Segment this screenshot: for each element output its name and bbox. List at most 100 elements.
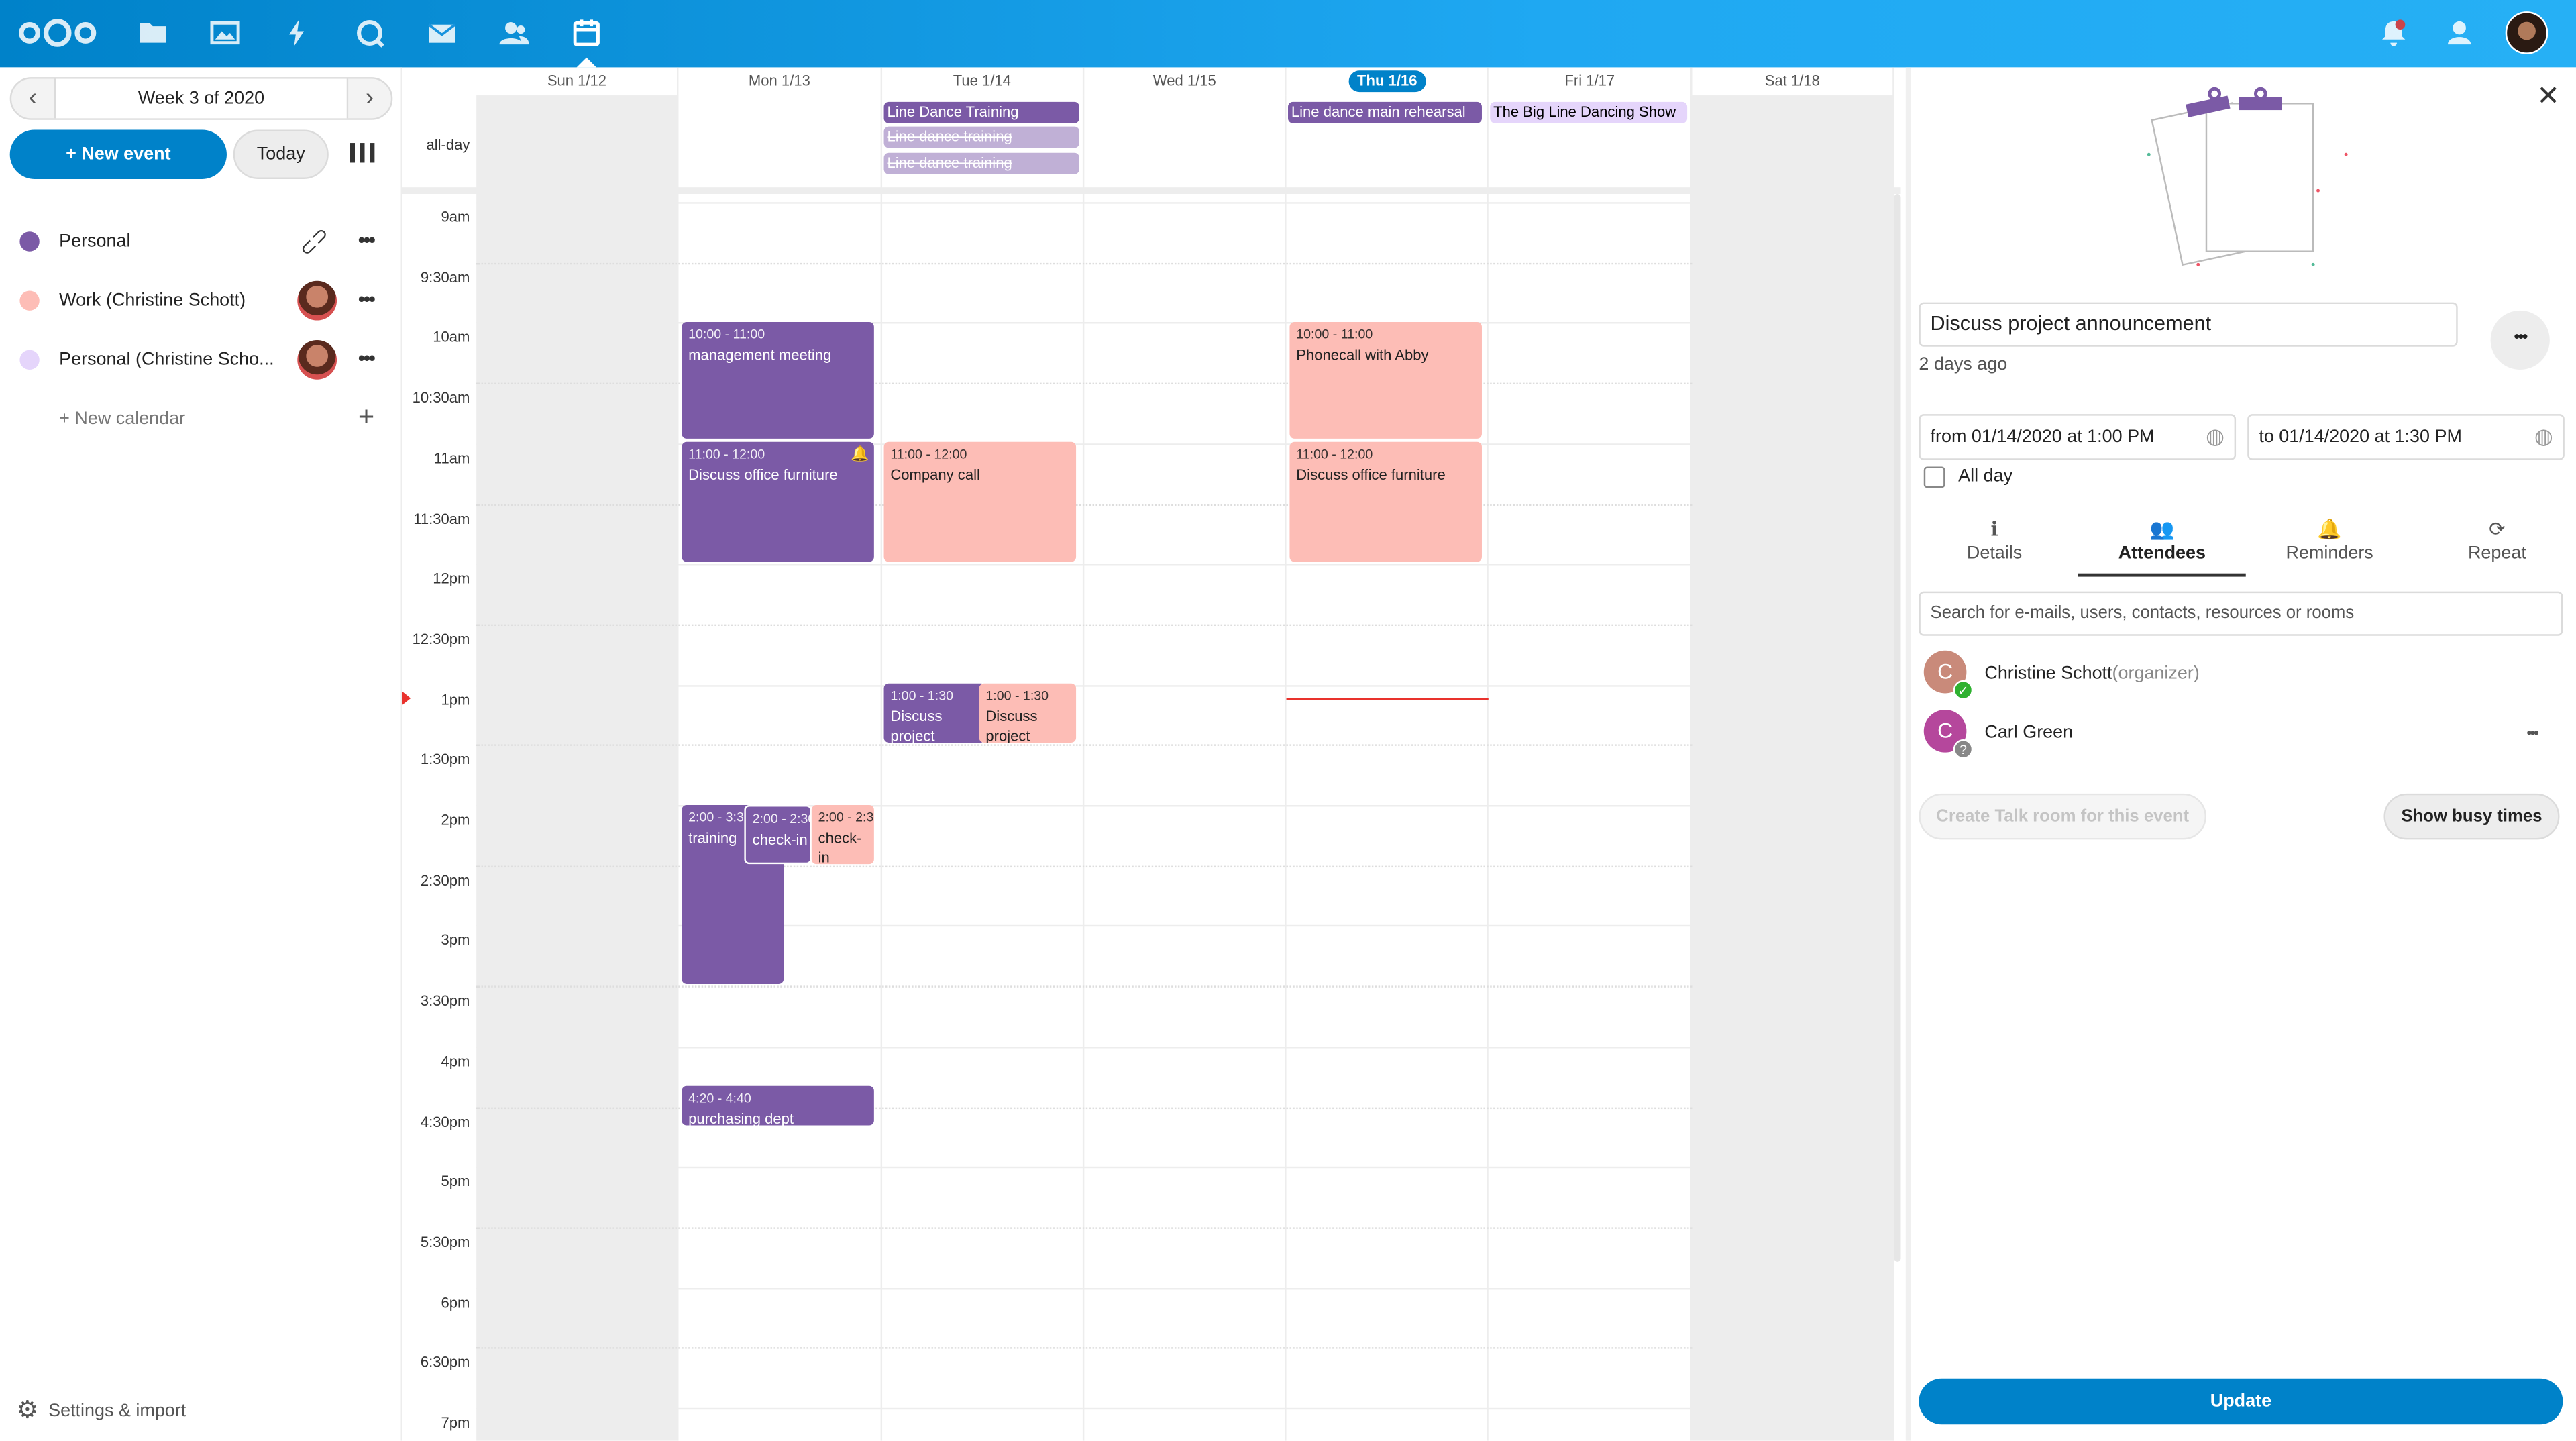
day-column[interactable]: [1287, 95, 1489, 1441]
day-header[interactable]: Thu 1/16: [1287, 67, 1489, 96]
time-label: 12:30pm: [412, 631, 470, 647]
calendar-item-work[interactable]: Work (Christine Schott) •••: [0, 271, 402, 330]
settings-button[interactable]: ⚙ Settings & import: [16, 1391, 186, 1431]
calendar-item-personal[interactable]: Personal ⊂⊃ •••: [0, 212, 402, 271]
grid-line: [476, 262, 1693, 264]
event[interactable]: 2:00 - 2:30 check-in: [744, 805, 812, 865]
day-column[interactable]: [1489, 95, 1692, 1441]
day-header[interactable]: Mon 1/13: [679, 67, 882, 96]
files-icon[interactable]: [136, 16, 169, 49]
day-header[interactable]: Fri 1/17: [1489, 67, 1692, 96]
tab-reminders[interactable]: 🔔 Reminders: [2246, 515, 2414, 577]
event-title-input[interactable]: Discuss project announcement: [1919, 302, 2458, 347]
day-column[interactable]: [1691, 95, 1894, 1441]
event-title: purchasing dept: [688, 1110, 794, 1126]
next-week-button[interactable]: ›: [365, 83, 374, 112]
calendar-color-dot[interactable]: [19, 350, 40, 370]
event[interactable]: 2:00 - 2:30 check-in: [811, 805, 874, 865]
update-button[interactable]: Update: [1919, 1378, 2563, 1425]
contacts-icon[interactable]: [498, 16, 531, 49]
event-time: 11:00 - 12:00: [1296, 447, 1373, 462]
day-column[interactable]: [881, 95, 1085, 1441]
event[interactable]: 11:00 - 12:00 Discuss office furniture: [1289, 441, 1482, 562]
more-actions-icon[interactable]: •••: [358, 287, 376, 311]
bell-icon: 🔔: [851, 445, 869, 462]
time-label: 10:30am: [412, 389, 470, 407]
allday-event[interactable]: The Big Line Dancing Show: [1490, 101, 1688, 123]
new-calendar-button[interactable]: + New calendar +: [0, 389, 402, 448]
calendar-name: Work (Christine Schott): [59, 290, 246, 311]
event[interactable]: 10:00 - 11:00 Phonecall with Abby: [1289, 322, 1482, 439]
timezone-globe-icon[interactable]: ◍: [2534, 423, 2553, 449]
show-busy-times-button[interactable]: Show busy times: [2383, 793, 2560, 840]
plus-icon[interactable]: +: [358, 401, 375, 433]
calendar-color-dot[interactable]: [19, 290, 40, 311]
allday-event-cancelled[interactable]: Line dance training: [883, 152, 1079, 174]
event[interactable]: 11:00 - 12:00 Company call: [883, 441, 1077, 562]
previous-week-button[interactable]: ‹: [28, 83, 38, 112]
time-label: 12pm: [433, 570, 470, 587]
time-label: 9am: [441, 209, 470, 225]
event[interactable]: 1:00 - 1:30 Discuss project: [979, 683, 1077, 743]
time-label: 6pm: [441, 1293, 470, 1311]
event-title: Company call: [890, 466, 980, 484]
notifications-icon[interactable]: [2377, 16, 2410, 49]
day-column[interactable]: [1084, 95, 1287, 1441]
today-button[interactable]: Today: [233, 129, 329, 179]
allday-event-cancelled[interactable]: Line dance training: [883, 126, 1079, 148]
day-column[interactable]: [476, 95, 680, 1441]
allday-event[interactable]: Line Dance Training: [883, 101, 1079, 123]
tab-repeat[interactable]: ⟳ Repeat: [2414, 515, 2576, 577]
event-time: 2:00 - 3:30: [688, 810, 751, 825]
close-icon[interactable]: ✕: [2536, 81, 2561, 112]
event[interactable]: 10:00 - 11:00 management meeting: [682, 322, 874, 439]
day-column[interactable]: [679, 95, 882, 1441]
user-avatar[interactable]: [2505, 11, 2548, 54]
accepted-check-icon: ✓: [1953, 680, 1974, 700]
grid-line: [476, 1287, 1693, 1289]
calendar-color-dot[interactable]: [19, 231, 40, 252]
event[interactable]: 11:00 - 12:00 Discuss office furniture 🔔: [682, 441, 874, 562]
time-label: 1pm: [441, 691, 470, 708]
tab-label: Attendees: [2118, 543, 2206, 564]
time-label: 4pm: [441, 1053, 470, 1069]
day-header[interactable]: Wed 1/15: [1084, 67, 1287, 96]
calendar-icon[interactable]: [570, 16, 603, 49]
day-header[interactable]: Tue 1/14: [881, 67, 1085, 96]
allday-event[interactable]: Line dance main rehearsal: [1288, 101, 1482, 123]
event-selected[interactable]: 1:00 - 1:30 Discuss project announcement: [883, 683, 986, 743]
more-actions-icon[interactable]: •••: [358, 228, 376, 252]
scrollbar[interactable]: [1894, 193, 1901, 1262]
grid-line: [476, 202, 1693, 204]
week-picker[interactable]: Week 3 of 2020: [54, 78, 349, 119]
more-actions-icon[interactable]: •••: [358, 346, 376, 370]
view-switcher-icon[interactable]: [350, 143, 375, 163]
tab-label: Details: [1966, 543, 2023, 564]
event[interactable]: 4:20 - 4:40 purchasing dept: [682, 1085, 874, 1126]
start-date-input[interactable]: from 01/14/2020 at 1:00 PM ◍: [1919, 414, 2237, 460]
photos-icon[interactable]: [209, 16, 241, 49]
day-header[interactable]: Sun 1/12: [476, 67, 680, 96]
grid-line: [476, 1347, 1693, 1350]
end-date-value: to 01/14/2020 at 1:30 PM: [2259, 427, 2462, 447]
owner-avatar: [297, 280, 337, 321]
attendee-more-icon[interactable]: •••: [2526, 725, 2539, 741]
talk-icon[interactable]: [354, 16, 386, 49]
mail-icon[interactable]: [425, 16, 458, 49]
timezone-globe-icon[interactable]: ◍: [2206, 423, 2224, 449]
week-view: Sun 1/12 Mon 1/13 Tue 1/14 Wed 1/15 Thu 1/16…: [402, 67, 1901, 1441]
calendar-item-personal-shared[interactable]: Personal (Christine Scho... •••: [0, 330, 402, 389]
activity-icon[interactable]: [281, 16, 314, 49]
nextcloud-logo-icon[interactable]: [16, 16, 98, 49]
new-event-button[interactable]: + New event: [9, 129, 227, 179]
share-link-icon[interactable]: ⊂⊃: [294, 221, 334, 262]
create-talk-room-button[interactable]: Create Talk room for this event: [1919, 793, 2206, 840]
day-header[interactable]: Sat 1/18: [1692, 67, 1894, 96]
end-date-input[interactable]: to 01/14/2020 at 1:30 PM ◍: [2247, 414, 2565, 460]
tab-attendees[interactable]: 👥 Attendees: [2078, 515, 2246, 577]
all-day-checkbox[interactable]: [1923, 466, 1945, 488]
tab-details[interactable]: ℹ Details: [1911, 515, 2078, 577]
attendee-search-input[interactable]: Search for e-mails, users, contacts, res…: [1919, 591, 2563, 636]
contacts-menu-icon[interactable]: [2443, 16, 2476, 49]
more-options-button[interactable]: •••: [2490, 310, 2550, 370]
